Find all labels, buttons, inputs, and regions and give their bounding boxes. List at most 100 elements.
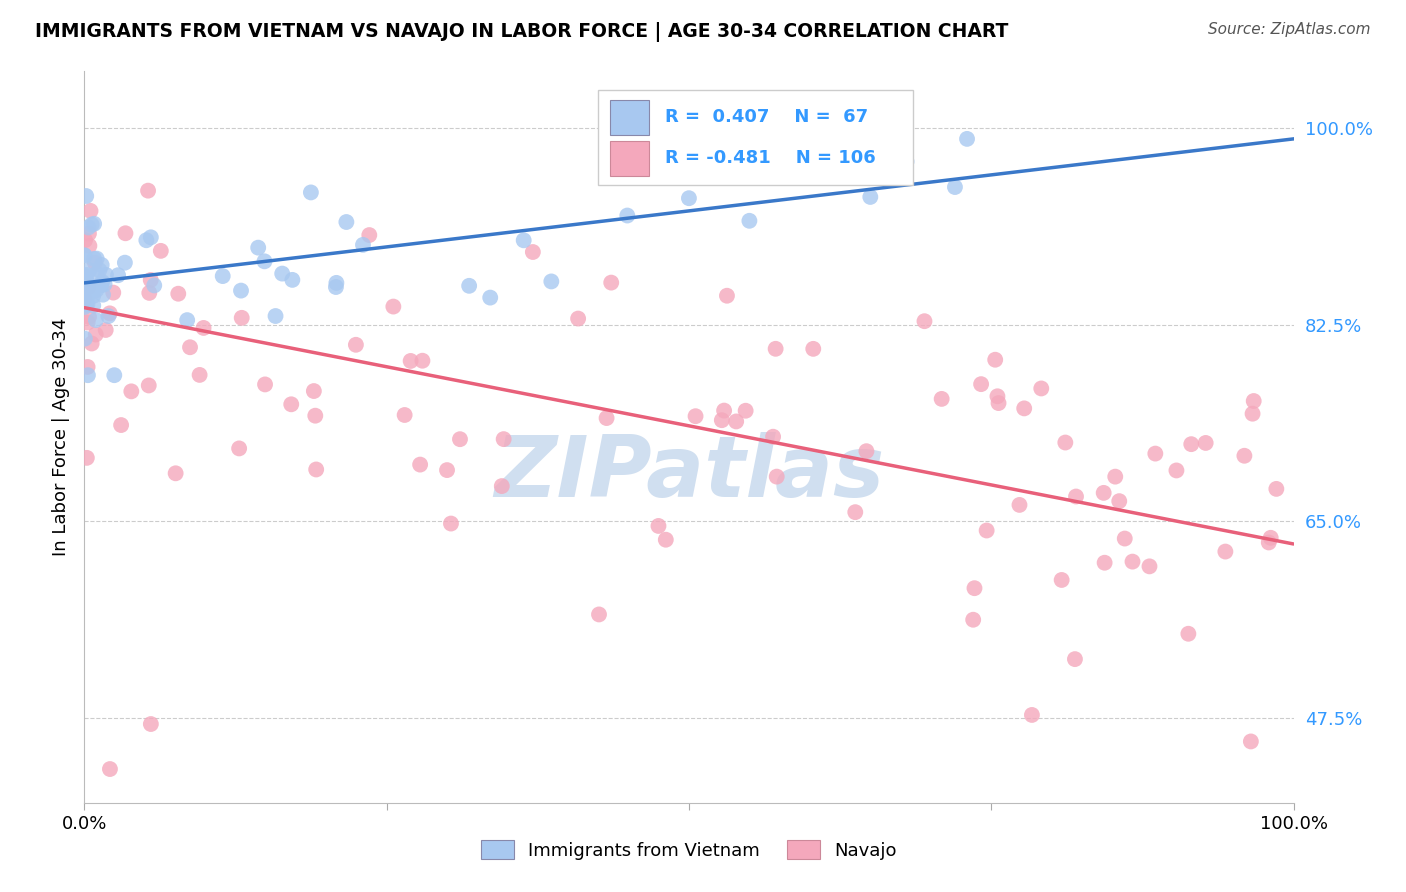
Point bbox=[76, 276, 98, 290]
Point bbox=[1215, 544, 1237, 558]
Point bbox=[188, 368, 211, 382]
Point bbox=[799, 149, 821, 163]
Point bbox=[75, 297, 97, 311]
Point bbox=[970, 377, 993, 392]
Point bbox=[1012, 401, 1035, 416]
FancyBboxPatch shape bbox=[610, 141, 650, 176]
Point bbox=[647, 519, 669, 533]
Point bbox=[253, 254, 276, 268]
Point bbox=[114, 227, 136, 241]
Point bbox=[1257, 535, 1279, 549]
Point bbox=[725, 414, 748, 428]
Point bbox=[595, 411, 617, 425]
Point bbox=[103, 285, 125, 300]
Point bbox=[77, 227, 100, 241]
Point bbox=[335, 215, 357, 229]
Point bbox=[1144, 447, 1167, 461]
Text: ZIPatlas: ZIPatlas bbox=[494, 432, 884, 516]
Point bbox=[73, 300, 96, 314]
Point bbox=[896, 154, 918, 169]
Point bbox=[77, 280, 100, 294]
Point bbox=[1243, 394, 1265, 409]
Point bbox=[84, 283, 107, 297]
Point bbox=[80, 218, 103, 232]
Point bbox=[962, 613, 984, 627]
Point bbox=[963, 581, 986, 595]
Point bbox=[491, 479, 513, 493]
Point bbox=[1177, 626, 1199, 640]
Point bbox=[1064, 652, 1087, 666]
Point bbox=[1166, 463, 1188, 477]
Point bbox=[976, 524, 998, 538]
Point bbox=[280, 397, 302, 411]
Point bbox=[86, 252, 108, 266]
Point bbox=[73, 292, 96, 306]
Point bbox=[77, 310, 100, 324]
Point bbox=[1139, 559, 1161, 574]
Point bbox=[678, 191, 700, 205]
Point bbox=[138, 378, 160, 392]
Point bbox=[98, 306, 121, 320]
Point bbox=[859, 190, 882, 204]
Point bbox=[149, 244, 172, 258]
Text: IMMIGRANTS FROM VIETNAM VS NAVAJO IN LABOR FORCE | AGE 30-34 CORRELATION CHART: IMMIGRANTS FROM VIETNAM VS NAVAJO IN LAB… bbox=[35, 22, 1008, 42]
Point bbox=[90, 258, 112, 272]
Point bbox=[1092, 486, 1115, 500]
Point bbox=[179, 340, 201, 354]
Point bbox=[75, 268, 97, 282]
Point bbox=[77, 368, 100, 383]
Point bbox=[89, 263, 111, 277]
Point bbox=[801, 342, 824, 356]
Point bbox=[1054, 435, 1077, 450]
Point bbox=[77, 280, 100, 294]
Point bbox=[73, 249, 96, 263]
Point bbox=[1240, 734, 1263, 748]
Point bbox=[79, 284, 101, 298]
Point bbox=[229, 284, 252, 298]
Point bbox=[176, 313, 198, 327]
Point bbox=[139, 230, 162, 244]
Point bbox=[1121, 555, 1143, 569]
FancyBboxPatch shape bbox=[610, 100, 650, 135]
Point bbox=[914, 314, 936, 328]
Point bbox=[97, 309, 120, 323]
Point bbox=[1265, 482, 1288, 496]
Point bbox=[399, 354, 422, 368]
Point bbox=[734, 403, 756, 417]
Point bbox=[138, 285, 160, 300]
Point bbox=[1114, 532, 1136, 546]
Point bbox=[167, 286, 190, 301]
Point bbox=[325, 280, 347, 294]
Point bbox=[302, 384, 325, 398]
Point bbox=[765, 342, 787, 356]
Point bbox=[165, 467, 187, 481]
Point bbox=[76, 316, 98, 330]
FancyBboxPatch shape bbox=[599, 90, 912, 185]
Point bbox=[352, 237, 374, 252]
Point bbox=[82, 298, 104, 312]
Point bbox=[281, 273, 304, 287]
Point bbox=[79, 278, 101, 293]
Point bbox=[685, 409, 707, 424]
Point bbox=[75, 233, 97, 247]
Point bbox=[713, 403, 735, 417]
Point bbox=[325, 276, 347, 290]
Point bbox=[512, 233, 534, 247]
Point bbox=[139, 717, 162, 731]
Point bbox=[655, 533, 678, 547]
Point bbox=[304, 409, 326, 423]
Point bbox=[77, 220, 100, 235]
Point bbox=[738, 214, 761, 228]
Text: R = -0.481    N = 106: R = -0.481 N = 106 bbox=[665, 149, 876, 168]
Point bbox=[1064, 490, 1087, 504]
Point bbox=[1195, 436, 1218, 450]
Point bbox=[956, 132, 979, 146]
Point bbox=[247, 241, 270, 255]
Point bbox=[540, 275, 562, 289]
Point bbox=[79, 239, 101, 253]
Point bbox=[91, 287, 114, 301]
Point bbox=[479, 291, 502, 305]
Point bbox=[1108, 494, 1130, 508]
Point bbox=[616, 209, 638, 223]
Point bbox=[344, 338, 367, 352]
